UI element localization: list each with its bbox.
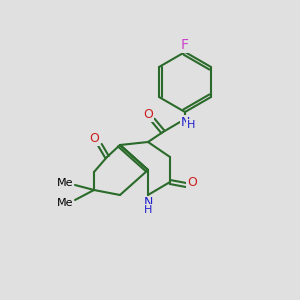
Text: Me: Me xyxy=(57,178,73,188)
Text: H: H xyxy=(187,120,195,130)
Text: N: N xyxy=(180,116,190,128)
Text: O: O xyxy=(143,109,153,122)
Text: H: H xyxy=(144,205,152,215)
Text: F: F xyxy=(181,38,189,52)
Text: O: O xyxy=(89,133,99,146)
Text: Me: Me xyxy=(57,198,73,208)
Text: N: N xyxy=(143,196,153,209)
Text: O: O xyxy=(187,176,197,190)
